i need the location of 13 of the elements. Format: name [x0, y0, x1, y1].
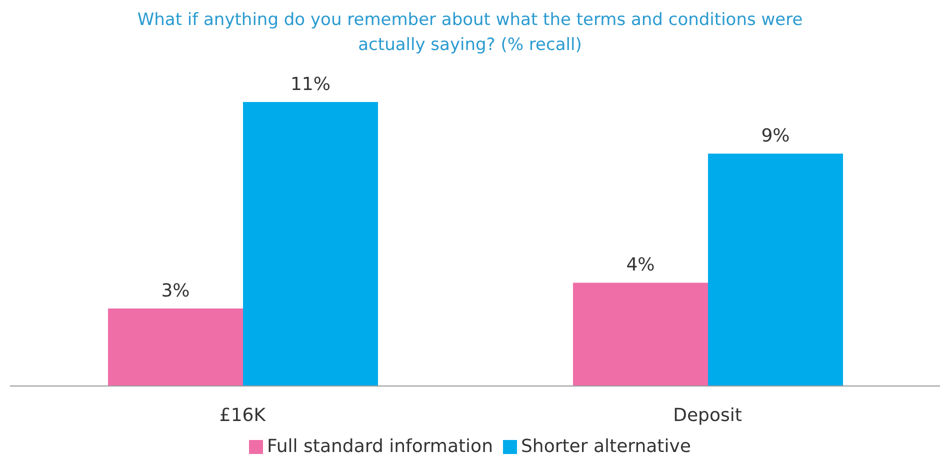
- data-label: 9%: [761, 126, 790, 147]
- bar: [573, 282, 708, 386]
- data-label: 3%: [161, 280, 190, 302]
- chart-title: What if anything do you remember about what the terms and conditions were actually saying? (% recall): [136, 9, 804, 57]
- bar: [708, 154, 843, 386]
- data-label: 11%: [290, 74, 331, 95]
- data-label: 4%: [626, 254, 655, 276]
- bar: [243, 102, 378, 386]
- x-tick-label: Deposit: [673, 404, 742, 426]
- x-tick-label: £16K: [219, 404, 267, 426]
- bar: [108, 308, 243, 386]
- legend-label: Full standard information: [267, 436, 493, 457]
- legend-label: Shorter alternative: [520, 436, 691, 457]
